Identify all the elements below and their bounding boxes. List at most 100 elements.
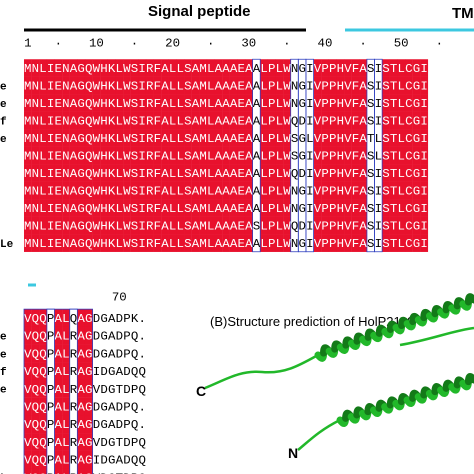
- conserved-cell: [351, 146, 360, 165]
- conserved-cell: [39, 146, 48, 165]
- conserved-cell: [275, 111, 284, 130]
- conserved-cell: [77, 234, 86, 252]
- conserved-cell: [84, 397, 93, 416]
- conserved-cell: [336, 111, 345, 130]
- conserved-cell: [123, 59, 131, 77]
- conserved-cell: [115, 129, 124, 147]
- conserved-cell: [77, 309, 86, 328]
- conserved-cell: [397, 76, 406, 95]
- conserved-cell: [24, 164, 32, 182]
- conserved-cell: [107, 199, 116, 217]
- conserved-cell: [283, 234, 291, 252]
- conserved-cell: [31, 433, 40, 451]
- conserved-cell: [328, 234, 337, 252]
- conserved-cell: [344, 164, 352, 182]
- conserved-cell: [184, 94, 192, 112]
- sequence-row: VQQPALRAGVDGTDPQ: [24, 383, 146, 397]
- conserved-cell: [115, 164, 124, 182]
- conserved-cell: [24, 344, 32, 363]
- conserved-cell: [100, 216, 109, 235]
- conserved-cell: [115, 111, 124, 130]
- conserved-cell: [321, 199, 329, 217]
- ruler-dot: .: [436, 34, 443, 48]
- conserved-cell: [46, 181, 55, 200]
- conserved-cell: [161, 164, 169, 182]
- conserved-cell: [321, 94, 329, 112]
- conserved-cell: [199, 164, 208, 182]
- conserved-cell: [389, 199, 398, 217]
- conserved-cell: [39, 397, 48, 416]
- conserved-cell: [24, 415, 32, 434]
- conserved-cell: [39, 309, 48, 328]
- structure-title: (B)Structure prediction of HolP2110: [210, 314, 414, 329]
- conserved-cell: [267, 164, 276, 182]
- conserved-cell: [77, 94, 86, 112]
- conserved-cell: [77, 433, 86, 451]
- conserved-cell: [275, 234, 284, 252]
- conserved-cell: [145, 164, 154, 182]
- conserved-cell: [328, 216, 337, 235]
- conserved-cell: [115, 59, 124, 77]
- conserved-cell: [62, 326, 70, 345]
- conserved-cell: [69, 181, 78, 200]
- conserved-cell: [344, 234, 352, 252]
- conserved-cell: [283, 181, 291, 200]
- conserved-cell: [191, 164, 200, 182]
- conserved-cell: [382, 146, 390, 165]
- ruler-dot: .: [55, 34, 62, 48]
- conserved-cell: [130, 146, 139, 165]
- conserved-cell: [206, 94, 215, 112]
- conserved-cell: [31, 344, 40, 363]
- signal-peptide-heading: Signal peptide: [148, 3, 251, 20]
- conserved-cell: [389, 164, 398, 182]
- conserved-cell: [267, 94, 276, 112]
- conserved-cell: [46, 234, 55, 252]
- conserved-cell: [344, 216, 352, 235]
- conserved-cell: [397, 129, 406, 147]
- conserved-cell: [161, 76, 169, 95]
- conserved-cell: [115, 234, 124, 252]
- conserved-cell: [359, 129, 368, 147]
- conserved-cell: [84, 415, 93, 434]
- conserved-cell: [31, 326, 40, 345]
- conserved-cell: [313, 129, 322, 147]
- conserved-cell: [260, 129, 269, 147]
- conserved-cell: [191, 59, 200, 77]
- conserved-cell: [84, 450, 93, 469]
- conserved-cell: [84, 199, 93, 217]
- conserved-cell: [176, 181, 185, 200]
- conserved-cell: [344, 129, 352, 147]
- ruler-dot: .: [207, 34, 214, 48]
- conserved-cell: [397, 146, 406, 165]
- conserved-cell: [77, 362, 86, 381]
- conserved-cell: [161, 216, 169, 235]
- conserved-cell: [313, 199, 322, 217]
- conserved-cell: [92, 181, 101, 200]
- conserved-cell: [184, 181, 192, 200]
- conserved-cell: [107, 59, 116, 77]
- conserved-cell: [389, 234, 398, 252]
- conserved-cell: [84, 181, 93, 200]
- conserved-cell: [389, 76, 398, 95]
- conserved-cell: [244, 146, 253, 165]
- conserved-cell: [191, 111, 200, 130]
- conserved-cell: [69, 129, 78, 147]
- conserved-cell: [344, 76, 352, 95]
- conserved-cell: [267, 76, 276, 95]
- conserved-cell: [100, 234, 109, 252]
- conserved-cell: [39, 59, 48, 77]
- conserved-cell: [31, 234, 40, 252]
- conserved-cell: [46, 164, 55, 182]
- conserved-cell: [62, 344, 70, 363]
- conserved-cell: [199, 146, 208, 165]
- conserved-cell: [382, 129, 390, 147]
- conserved-cell: [130, 234, 139, 252]
- conserved-cell: [39, 468, 48, 474]
- conserved-cell: [92, 129, 101, 147]
- conserved-cell: [389, 59, 398, 77]
- conserved-cell: [244, 181, 253, 200]
- conserved-cell: [206, 199, 215, 217]
- sequence-row: VQQPALRAGVDGTDPQ: [24, 436, 146, 450]
- conserved-cell: [107, 216, 116, 235]
- conserved-cell: [77, 129, 86, 147]
